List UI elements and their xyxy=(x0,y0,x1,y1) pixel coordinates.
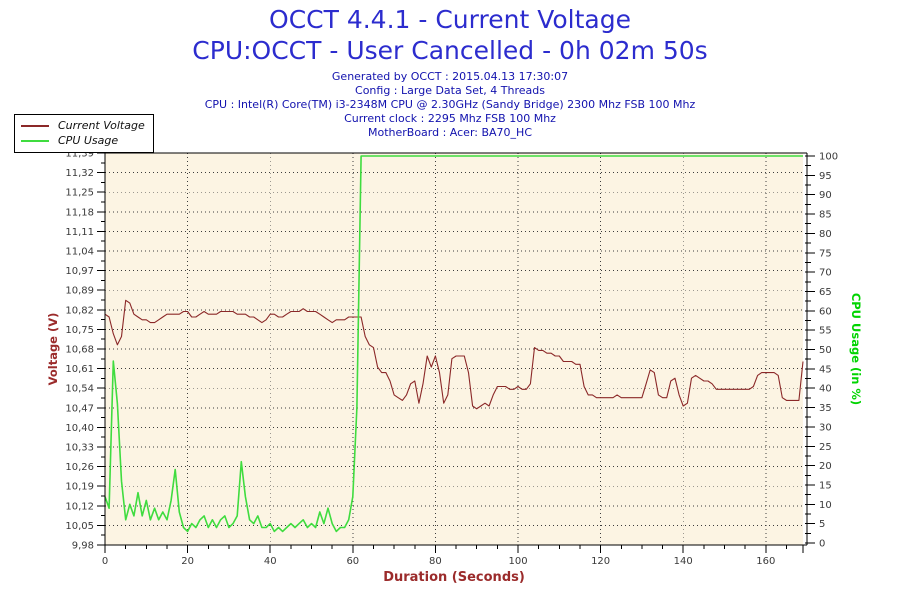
y-right-tick-label: 50 xyxy=(819,345,832,356)
y-right-tick-label: 100 xyxy=(819,152,838,163)
report-title: OCCT 4.4.1 - Current Voltage xyxy=(269,5,631,34)
y-right-tick-label: 25 xyxy=(819,442,832,453)
y-left-tick-label: 11,32 xyxy=(65,168,94,179)
legend-item-cpu-usage: CPU Usage xyxy=(21,133,147,148)
x-tick-label: 160 xyxy=(756,556,775,567)
legend-item-current-voltage: Current Voltage xyxy=(21,118,147,133)
y-right-tick-label: 40 xyxy=(819,384,832,395)
y-right-tick-label: 20 xyxy=(819,461,832,472)
x-tick-label: 80 xyxy=(429,556,442,567)
y-right-tick-label: 10 xyxy=(819,500,832,511)
series-line-cpu-usage xyxy=(104,155,803,533)
y-left-tick-label: 11,39 xyxy=(65,149,94,160)
legend-label-voltage: Current Voltage xyxy=(58,119,145,132)
y-right-tick-label: 95 xyxy=(819,171,832,182)
y-left-tick-label: 9,98 xyxy=(72,541,94,552)
chart-legend: Current Voltage CPU Usage xyxy=(14,114,154,153)
legend-label-cpu: CPU Usage xyxy=(58,134,119,147)
y-left-tick-label: 10,26 xyxy=(65,462,94,473)
y-right-tick-label: 65 xyxy=(819,287,832,298)
y-right-tick-label: 90 xyxy=(819,190,832,201)
y-left-axis-title: Voltage (V) xyxy=(46,313,60,386)
y-right-tick-label: 80 xyxy=(819,229,832,240)
x-tick-label: 120 xyxy=(591,556,610,567)
y-left-tick-label: 10,97 xyxy=(65,266,94,277)
y-right-axis-title: CPU Usage (in %) xyxy=(849,293,863,405)
y-left-tick-label: 10,05 xyxy=(65,521,94,532)
x-tick-label: 140 xyxy=(674,556,693,567)
x-tick-label: 60 xyxy=(346,556,359,567)
report-subtitle: CPU:OCCT - User Cancelled - 0h 02m 50s xyxy=(192,36,708,65)
legend-swatch-voltage-line xyxy=(21,124,49,127)
y-left-tick-label: 10,19 xyxy=(65,482,94,493)
y-left-tick-label: 10,54 xyxy=(65,384,94,395)
y-left-tick-label: 11,25 xyxy=(65,188,94,199)
y-left-tick-label: 10,47 xyxy=(65,403,94,414)
y-right-tick-label: 35 xyxy=(819,403,832,414)
y-right-tick-label: 30 xyxy=(819,422,832,433)
y-left-tick-label: 11,11 xyxy=(65,227,94,238)
y-left-tick-label: 11,04 xyxy=(65,247,94,258)
info-config-line: Config : Large Data Set, 4 Threads xyxy=(355,84,545,97)
y-right-tick-label: 45 xyxy=(819,364,832,375)
series-line-current-voltage xyxy=(104,299,804,410)
y-left-tick-label: 10,75 xyxy=(65,325,94,336)
x-axis-title: Duration (Seconds) xyxy=(383,570,525,585)
y-right-tick-label: 70 xyxy=(819,268,832,279)
info-cpu-line: CPU : Intel(R) Core(TM) i3-2348M CPU @ 2… xyxy=(204,98,696,111)
y-left-tick-label: 10,12 xyxy=(65,501,94,512)
y-left-tick-label: 11,18 xyxy=(65,207,94,218)
y-left-tick-label: 10,40 xyxy=(65,423,94,434)
x-tick-label: 40 xyxy=(264,556,277,567)
legend-swatch-cpu-line xyxy=(21,139,49,142)
y-left-tick-label: 10,61 xyxy=(65,364,94,375)
report-info-block: Generated by OCCT : 2015.04.13 17:30:07 … xyxy=(0,70,900,140)
y-right-tick-label: 5 xyxy=(819,519,825,530)
y-right-tick-label: 15 xyxy=(819,480,832,491)
x-tick-label: 20 xyxy=(181,556,194,567)
y-right-tick-label: 60 xyxy=(819,306,832,317)
y-right-tick-label: 0 xyxy=(819,539,825,550)
y-left-tick-label: 10,82 xyxy=(65,305,94,316)
info-generated-line: Generated by OCCT : 2015.04.13 17:30:07 xyxy=(331,70,569,83)
y-right-tick-label: 55 xyxy=(819,326,832,337)
info-motherboard-line: MotherBoard : Acer: BA70_HC xyxy=(367,126,533,139)
y-right-tick-label: 85 xyxy=(819,210,832,221)
y-left-tick-label: 10,33 xyxy=(65,443,94,454)
y-left-tick-label: 10,89 xyxy=(65,286,94,297)
y-right-tick-label: 75 xyxy=(819,248,832,259)
y-left-tick-label: 10,68 xyxy=(65,345,94,356)
x-tick-label: 0 xyxy=(102,556,108,567)
info-clock-line: Current clock : 2295 Mhz FSB 100 Mhz xyxy=(344,112,556,125)
x-tick-label: 100 xyxy=(508,556,527,567)
